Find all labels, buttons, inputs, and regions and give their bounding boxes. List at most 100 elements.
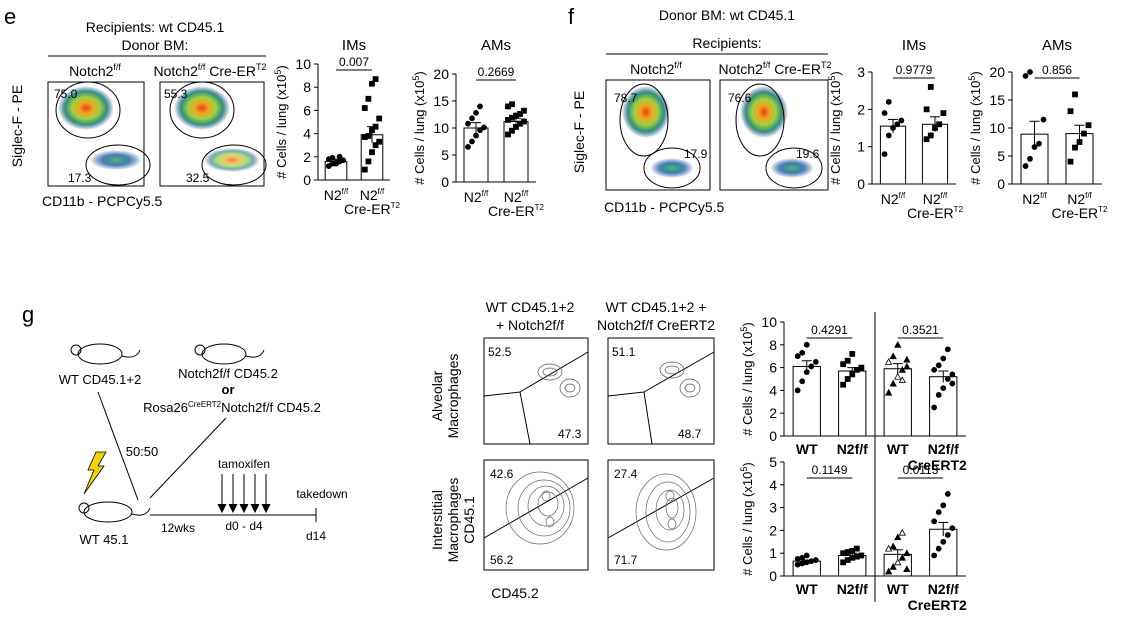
y-axis-label: # Cells / lung (x105) xyxy=(827,71,843,184)
e-p2-upper: 55.3 xyxy=(164,87,188,101)
y-tick-label: 15 xyxy=(989,92,1005,108)
data-point xyxy=(509,127,515,134)
e-flow-plot-1: 75.0 17.3 xyxy=(47,81,151,187)
data-point xyxy=(884,388,893,396)
data-point xyxy=(365,95,372,102)
bar xyxy=(503,121,529,183)
g-recipient-label: WT 45.1 xyxy=(80,532,129,547)
y-tick-label: 2 xyxy=(769,522,777,538)
data-point xyxy=(853,545,860,552)
e-col1-title: Notch2f/f xyxy=(69,62,121,79)
data-point xyxy=(898,366,906,373)
data-point xyxy=(931,366,938,373)
data-point xyxy=(376,138,383,145)
g-takedown: takedown xyxy=(296,487,347,501)
y-axis-label: # Cells / lung (x105) xyxy=(967,71,983,184)
data-point xyxy=(894,533,902,541)
data-point xyxy=(931,518,938,525)
category-label: WT xyxy=(887,441,909,457)
data-point xyxy=(369,127,375,134)
data-point xyxy=(840,361,847,368)
data-point xyxy=(1072,91,1078,98)
data-point xyxy=(369,149,375,156)
y-tick-label: 2 xyxy=(857,101,865,117)
f-p1-lower: 17.9 xyxy=(684,147,708,161)
data-point xyxy=(927,132,934,139)
data-point xyxy=(808,363,815,370)
f-p2-lower: 19.6 xyxy=(796,147,820,161)
data-point xyxy=(340,157,347,164)
data-point xyxy=(940,110,947,116)
panel-letter-e: e xyxy=(4,4,16,29)
g-days: d0 - d4 xyxy=(225,519,263,533)
category-label: WT xyxy=(887,581,909,597)
g-col1-line2: + Notch2f/f xyxy=(496,317,564,333)
data-point xyxy=(894,340,902,348)
g-ratio: 50:50 xyxy=(126,444,159,459)
y-tick-label: 0 xyxy=(441,174,449,190)
data-point xyxy=(376,115,383,122)
p-value: 0.4291 xyxy=(811,323,848,337)
chart-f_AMs: 0 5 10 15 20 # Cells / lung (x105) AMs N2f/f N2f… xyxy=(967,37,1108,221)
data-point xyxy=(365,158,372,165)
e-y-axis-label: Siglec-F - PE xyxy=(9,85,25,167)
data-point xyxy=(940,385,947,392)
data-point xyxy=(931,552,938,559)
data-point xyxy=(935,362,942,369)
data-point xyxy=(799,349,806,356)
category-label: WT xyxy=(796,441,818,457)
category-label: N2f/f xyxy=(928,441,959,457)
g-mouse1-label: WT CD45.1+2 xyxy=(59,372,142,387)
category-label: N2f/f xyxy=(1022,191,1047,207)
data-point xyxy=(329,155,336,161)
data-point xyxy=(949,380,956,387)
data-point xyxy=(903,549,911,557)
g-row2-label-l2: Macrophages xyxy=(445,478,461,563)
g-tamoxifen-arrows xyxy=(217,474,271,514)
data-point xyxy=(881,110,888,116)
chart-e_AMs: 0 5 10 15 20 # Cells / lung (x105) AMs N2f/f N2f… xyxy=(411,37,545,219)
data-point xyxy=(881,151,888,158)
data-point xyxy=(1072,144,1078,151)
mouse-icon-2 xyxy=(194,343,265,365)
data-point xyxy=(803,552,810,559)
category-label: N2f/f xyxy=(504,189,529,205)
y-tick-label: 4 xyxy=(769,477,777,493)
y-tick-label: 2 xyxy=(303,149,311,165)
g-x-axis-label: CD45.2 xyxy=(491,585,539,601)
g-p3-bl: 56.2 xyxy=(490,553,514,567)
data-point xyxy=(927,84,934,90)
creert2-label: CreERT2 xyxy=(908,457,967,473)
y-tick-label: 8 xyxy=(303,79,311,95)
data-point xyxy=(481,124,487,131)
data-point xyxy=(803,341,810,348)
e-col2-title: Notch2f/f Cre-ERT2 xyxy=(154,62,267,79)
chart-f_IMs: 0 1 2 3 # Cells / lung (x105) IMs N2f/f N2f/fCr… xyxy=(827,37,964,221)
data-point xyxy=(894,558,902,566)
data-point xyxy=(365,133,372,139)
data-point xyxy=(469,115,475,122)
f-p2-upper: 76.6 xyxy=(728,91,752,105)
data-point xyxy=(889,379,897,387)
y-tick-label: 0 xyxy=(857,176,865,192)
data-point xyxy=(1085,122,1092,129)
data-point xyxy=(465,143,471,150)
data-point xyxy=(794,387,801,394)
chart-title: AMs xyxy=(1042,37,1072,54)
p-value: 0.007 xyxy=(339,55,369,69)
y-tick-label: 10 xyxy=(433,120,449,136)
data-point xyxy=(889,352,897,360)
chart-title: IMs xyxy=(902,37,926,54)
y-tick-label: 0 xyxy=(769,428,777,444)
data-point xyxy=(940,502,947,509)
g-p2-br: 48.7 xyxy=(678,427,702,441)
chart-g_IMs: 0 1 2 3 4 5 # Cells / lung (x105) WT N2f/f WT N2f/… xyxy=(739,452,967,613)
y-tick-label: 20 xyxy=(989,64,1005,80)
data-point xyxy=(885,98,892,105)
e-p1-upper: 75.0 xyxy=(54,87,78,101)
data-point xyxy=(849,371,856,378)
p-value: 0.1149 xyxy=(812,463,848,477)
data-point xyxy=(803,369,810,376)
y-tick-label: 5 xyxy=(441,147,449,163)
